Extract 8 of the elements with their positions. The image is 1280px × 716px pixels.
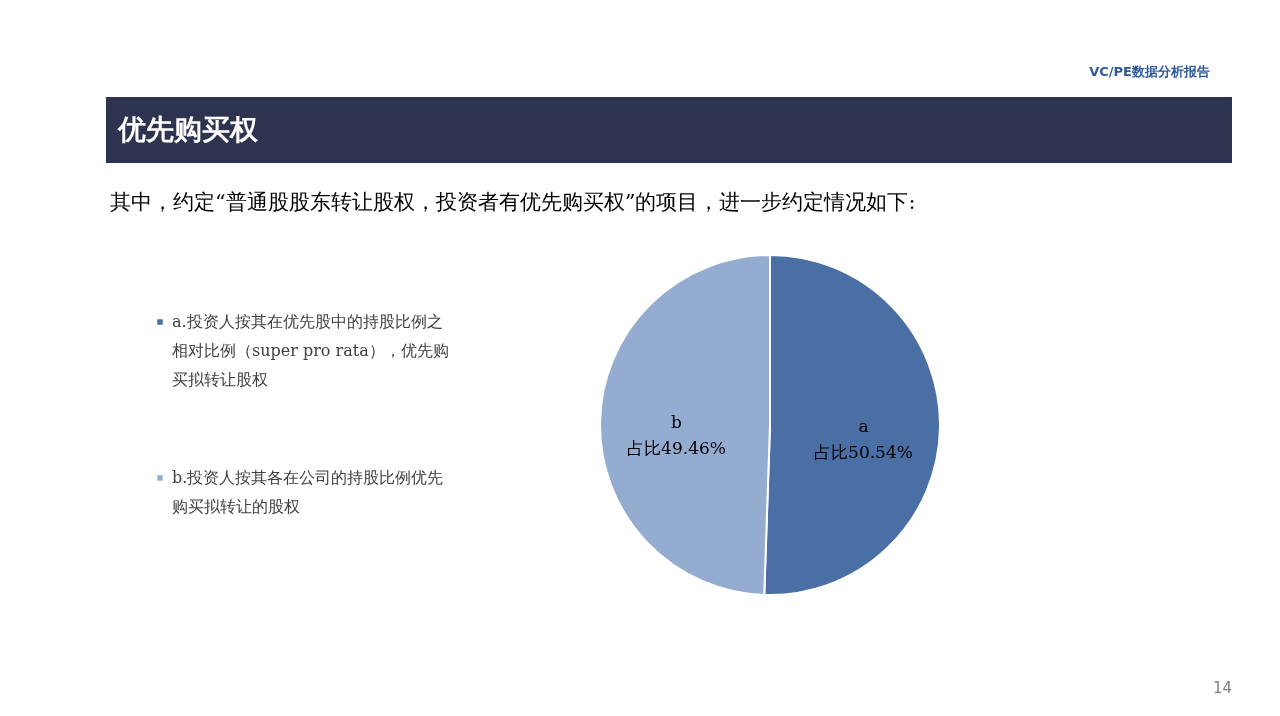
text: 14 <box>1212 679 1232 697</box>
legend-label: a.投资人按其在优先股中的持股比例之相对比例（super pro rata），优先购买拟转让股权 <box>172 312 449 389</box>
data-label: a 占比50.54% <box>814 415 913 462</box>
data-label: b 占比49.46% <box>627 412 726 459</box>
legend-label: b.投资人按其各在公司的持股比例优先购买拟转让的股权 <box>172 468 444 516</box>
chart-subtitle: 其中，约定“普通股股东转让股权，投资者有优先购买权”的项目，进一步约定情况如下: <box>110 190 916 214</box>
chart-title: 优先购买权 <box>117 113 259 146</box>
text: VC/PE数据分析报告 <box>1089 64 1210 79</box>
